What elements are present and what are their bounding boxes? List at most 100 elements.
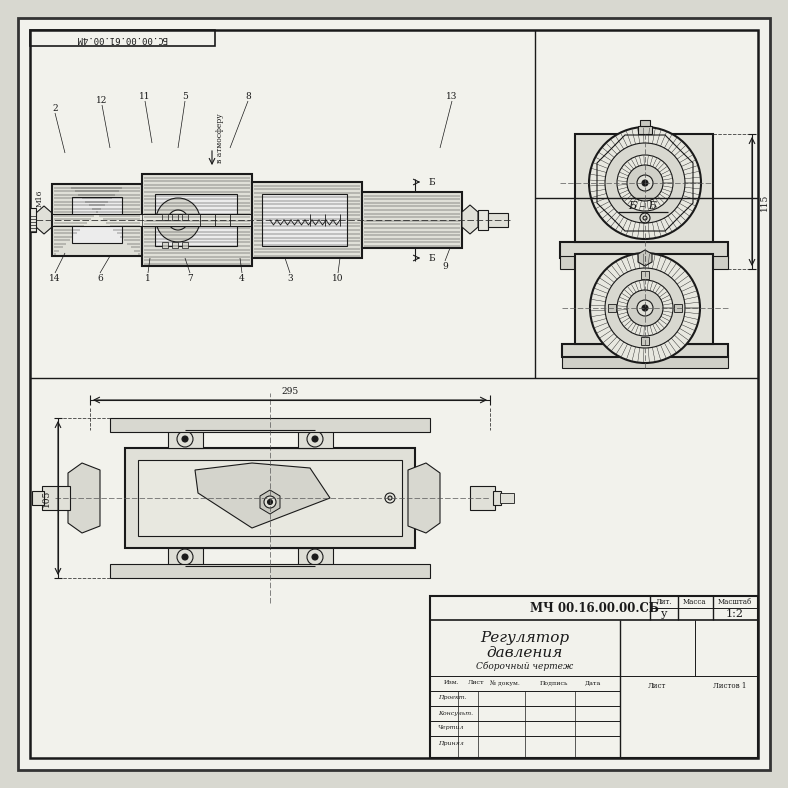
Text: 1: 1	[145, 273, 151, 283]
Circle shape	[605, 143, 685, 223]
Text: МЧ 00.16.00.00.СБ: МЧ 00.16.00.00.СБ	[530, 601, 659, 615]
Bar	[470, 486, 495, 510]
Bar	[560, 242, 728, 258]
Circle shape	[182, 436, 188, 442]
Text: Подпись: Подпись	[540, 680, 568, 686]
Bar	[500, 493, 514, 503]
Text: 8: 8	[245, 91, 251, 101]
Bar	[155, 194, 237, 246]
Bar	[608, 304, 616, 312]
Text: 105: 105	[42, 489, 50, 507]
Text: 11: 11	[139, 91, 151, 101]
Bar	[110, 418, 430, 432]
Circle shape	[388, 496, 392, 500]
Bar	[182, 214, 188, 220]
Bar	[162, 214, 168, 220]
Text: Лист: Лист	[648, 682, 666, 690]
Text: Лист: Лист	[468, 681, 485, 686]
Circle shape	[627, 165, 663, 201]
Circle shape	[642, 180, 648, 186]
Circle shape	[156, 198, 200, 242]
Text: БС.00.00.61.00.4М: БС.00.00.61.00.4М	[76, 34, 168, 43]
Bar	[488, 213, 508, 227]
Bar	[298, 430, 333, 448]
Text: Консульт.: Консульт.	[438, 711, 473, 716]
Text: Б: Б	[428, 177, 435, 187]
Bar	[52, 184, 142, 256]
Text: Изм.: Изм.	[444, 681, 459, 686]
Bar	[72, 197, 122, 243]
Bar	[430, 596, 758, 758]
Bar	[168, 430, 203, 448]
Text: Масса: Масса	[683, 598, 707, 606]
Text: Б: Б	[428, 254, 435, 262]
Bar	[575, 134, 713, 242]
Bar	[125, 448, 415, 548]
Bar	[575, 254, 713, 344]
Circle shape	[174, 216, 182, 224]
Text: 6: 6	[97, 273, 103, 283]
Text: 10: 10	[333, 273, 344, 283]
Bar	[42, 486, 70, 510]
Text: 2: 2	[52, 103, 58, 113]
Bar	[262, 194, 347, 246]
Circle shape	[637, 300, 653, 316]
Bar	[252, 182, 362, 258]
Bar	[641, 271, 649, 279]
Bar	[172, 214, 178, 220]
Text: 115: 115	[760, 193, 768, 210]
Text: № докум.: № докум.	[490, 680, 520, 686]
Text: Б – Б: Б – Б	[629, 201, 657, 211]
Text: Листов 1: Листов 1	[713, 682, 747, 690]
Circle shape	[589, 127, 701, 239]
Circle shape	[643, 216, 647, 220]
Polygon shape	[36, 206, 52, 234]
Text: Лит.: Лит.	[656, 598, 672, 606]
Circle shape	[168, 210, 188, 230]
Text: Регулятор: Регулятор	[481, 631, 570, 645]
Text: 4: 4	[239, 273, 245, 283]
Bar	[641, 337, 649, 345]
Circle shape	[182, 554, 188, 560]
Circle shape	[605, 268, 685, 348]
Polygon shape	[195, 463, 330, 528]
Text: 295: 295	[281, 386, 299, 396]
Bar	[560, 256, 728, 269]
Text: Принял: Принял	[438, 741, 464, 745]
Bar	[142, 174, 252, 266]
Bar	[52, 214, 507, 226]
Text: 13: 13	[446, 91, 458, 101]
Bar	[162, 242, 168, 248]
Circle shape	[590, 253, 700, 363]
Bar	[172, 242, 178, 248]
Text: Чертил: Чертил	[438, 726, 464, 730]
Polygon shape	[638, 250, 652, 266]
Text: 5: 5	[182, 91, 188, 101]
Bar	[32, 491, 44, 505]
Circle shape	[642, 305, 648, 311]
Text: Дата: Дата	[585, 681, 601, 686]
Text: 14: 14	[49, 273, 61, 283]
Polygon shape	[408, 463, 440, 533]
Circle shape	[312, 436, 318, 442]
Text: 1:2: 1:2	[726, 609, 744, 619]
Circle shape	[617, 155, 673, 211]
Circle shape	[267, 500, 273, 504]
Bar	[182, 242, 188, 248]
Text: М16: М16	[36, 189, 44, 206]
Bar	[362, 192, 462, 248]
Text: давления: давления	[487, 646, 563, 660]
Circle shape	[637, 175, 653, 191]
Text: Сборочный чертеж: Сборочный чертеж	[477, 661, 574, 671]
Bar	[110, 564, 430, 578]
Text: 9: 9	[442, 262, 448, 270]
Text: 7: 7	[187, 273, 193, 283]
Bar	[562, 344, 728, 357]
Bar	[138, 460, 402, 536]
Polygon shape	[462, 205, 478, 234]
Polygon shape	[260, 490, 280, 514]
Text: 12: 12	[96, 95, 108, 105]
Bar	[478, 210, 488, 230]
Bar	[298, 548, 333, 566]
Bar	[493, 491, 501, 505]
